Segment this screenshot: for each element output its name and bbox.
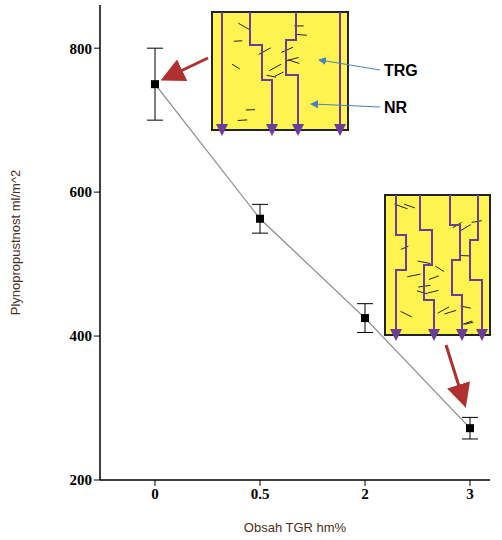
svg-text:Obsah TGR hm%: Obsah TGR hm%: [244, 520, 347, 535]
svg-text:600: 600: [70, 184, 93, 200]
svg-text:0.5: 0.5: [251, 486, 270, 502]
svg-text:3: 3: [466, 486, 474, 502]
svg-text:200: 200: [70, 472, 93, 488]
svg-text:NR: NR: [384, 99, 408, 116]
svg-text:2: 2: [361, 486, 369, 502]
svg-text:TRG: TRG: [384, 62, 418, 79]
svg-text:Plynopropustnost ml/m^2: Plynopropustnost ml/m^2: [8, 170, 23, 316]
svg-text:800: 800: [70, 41, 93, 57]
svg-text:400: 400: [70, 328, 93, 344]
svg-text:0: 0: [151, 486, 159, 502]
